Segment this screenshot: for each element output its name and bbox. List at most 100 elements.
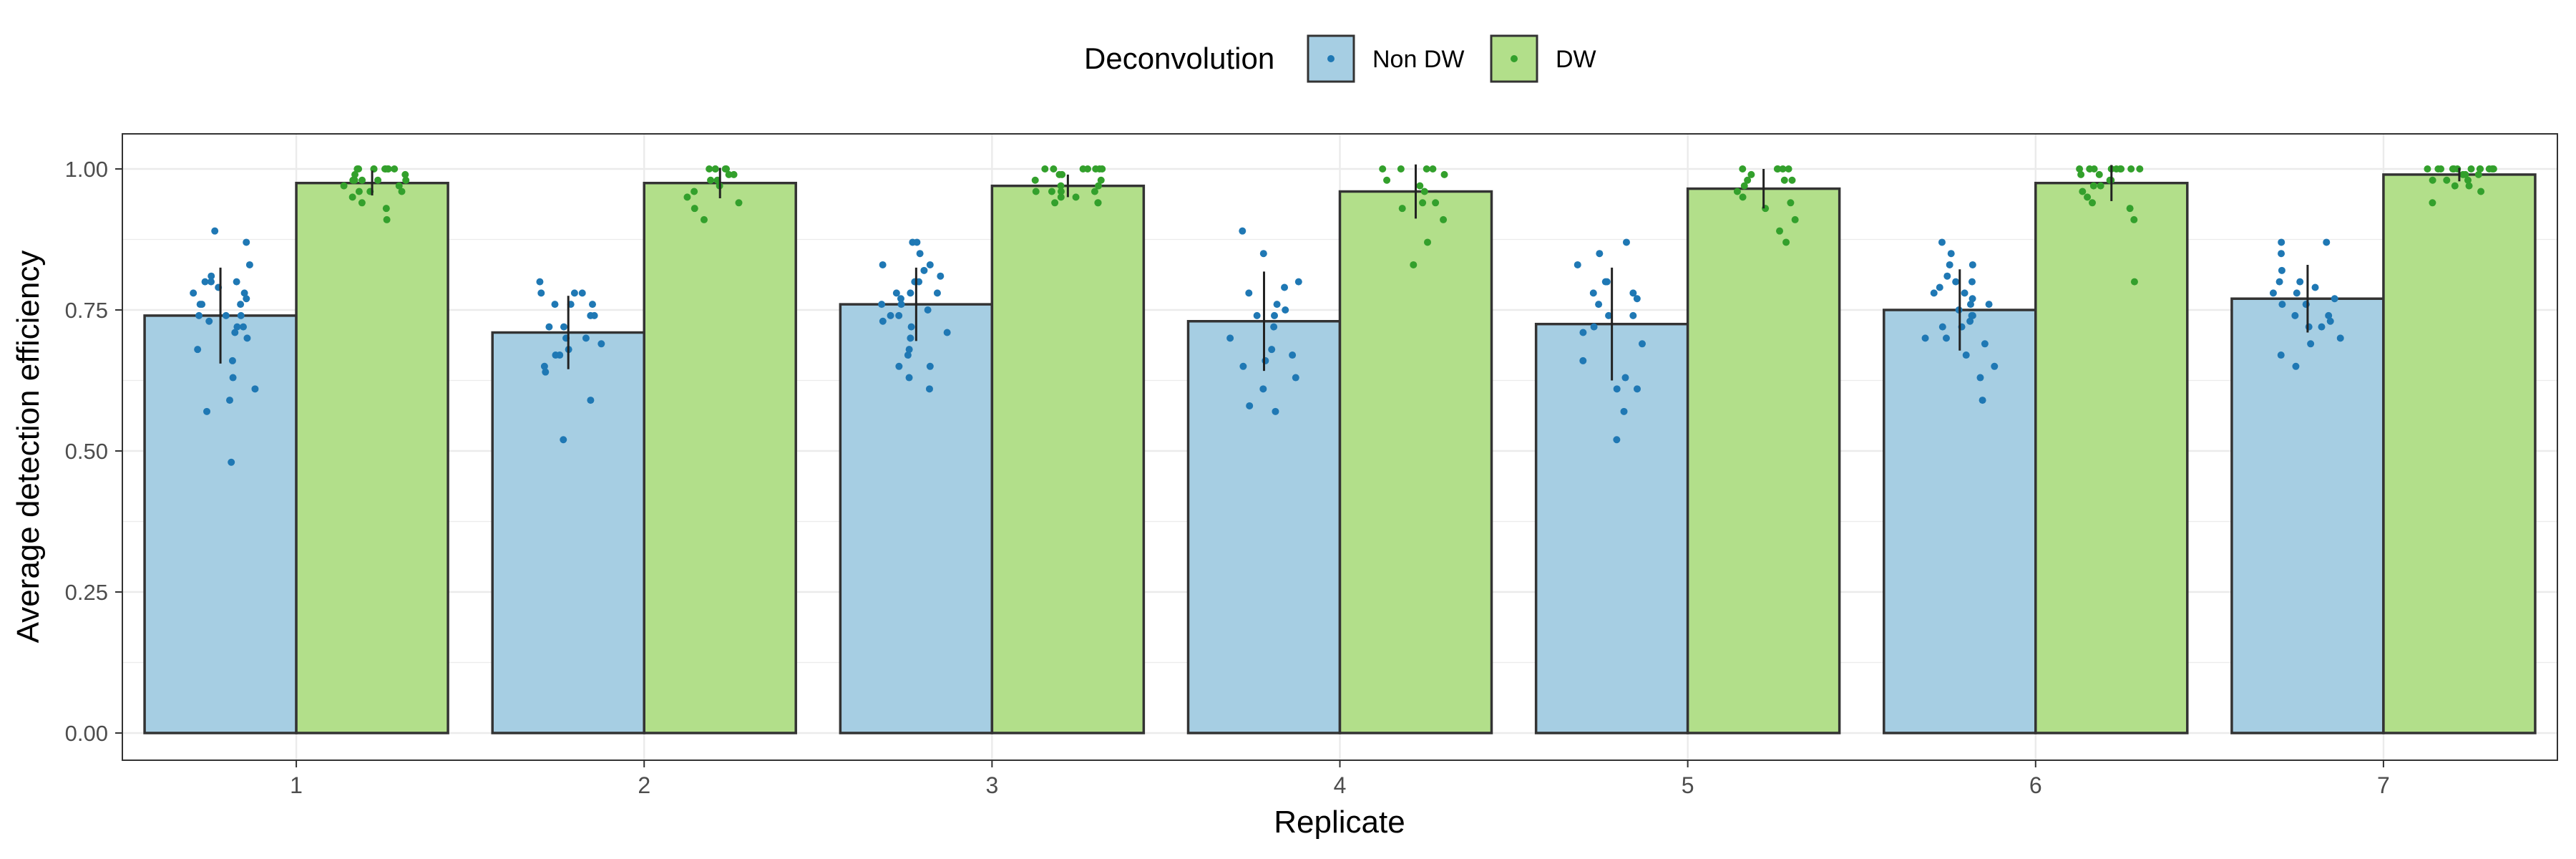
data-point (2488, 165, 2496, 173)
data-point (2467, 165, 2475, 173)
data-point (2443, 176, 2451, 184)
data-point (897, 295, 904, 303)
data-point (711, 165, 719, 173)
data-point (1981, 340, 1989, 348)
data-point (578, 289, 586, 297)
data-point (201, 278, 209, 286)
data-point (358, 176, 366, 184)
data-point (1596, 250, 1604, 258)
data-point (537, 289, 545, 297)
data-point (1057, 193, 1065, 201)
data-point (1282, 306, 1289, 314)
data-point (1397, 165, 1405, 173)
data-point (1419, 199, 1427, 207)
data-point (1239, 362, 1247, 370)
data-point (240, 323, 248, 331)
legend-label-dw: DW (1556, 46, 1596, 73)
data-point (391, 165, 399, 173)
data-point (2311, 283, 2319, 291)
data-point (1259, 385, 1267, 393)
bar-non-dw-3 (839, 303, 994, 734)
data-point (2464, 176, 2472, 184)
data-point (2307, 340, 2315, 348)
data-point (895, 362, 903, 370)
data-point (878, 301, 886, 309)
data-point (1095, 182, 1103, 190)
data-point (195, 311, 203, 319)
data-point (2089, 199, 2097, 207)
data-point (926, 362, 934, 370)
data-point (905, 374, 913, 382)
data-point (225, 397, 233, 404)
data-point (1946, 261, 1953, 268)
data-point (358, 199, 366, 207)
data-point (243, 295, 250, 303)
data-point (540, 362, 548, 370)
y-axis: 0.00 0.25 0.50 0.75 1.00 (65, 157, 122, 746)
bar-dw-4 (1338, 190, 1493, 734)
data-point (1048, 188, 1055, 195)
legend: Deconvolution Non DW DW (1084, 34, 1596, 83)
data-point (1921, 334, 1929, 342)
data-point (208, 272, 215, 280)
data-point (243, 238, 250, 246)
data-point (1930, 289, 1938, 297)
data-point (2326, 317, 2334, 325)
data-point (351, 170, 359, 178)
data-point (1620, 407, 1628, 415)
legend-key-non-dw (1307, 34, 1355, 83)
data-point (545, 323, 553, 331)
data-point (907, 289, 914, 297)
data-point (1952, 278, 1960, 286)
data-point (570, 289, 578, 297)
data-point (374, 176, 382, 184)
bar-dw-1 (295, 181, 449, 734)
data-point (1072, 193, 1080, 201)
data-point (560, 436, 567, 444)
data-point (2130, 278, 2138, 286)
data-point (245, 261, 253, 268)
data-point (1791, 215, 1799, 223)
data-point (730, 170, 738, 178)
data-point (925, 385, 933, 393)
data-point (1740, 182, 1748, 190)
data-point (1633, 295, 1641, 303)
data-point (353, 165, 361, 173)
data-point (1966, 301, 1974, 309)
data-point (582, 334, 590, 342)
data-point (1739, 193, 1747, 201)
data-point (2112, 165, 2120, 173)
data-point (1440, 170, 1448, 178)
error-bars (219, 164, 2461, 381)
data-point (1782, 238, 1790, 246)
data-point (1605, 311, 1613, 319)
data-point (211, 227, 219, 235)
data-point (1097, 176, 1105, 184)
data-point (251, 385, 259, 393)
y-tick-label: 0.50 (65, 439, 108, 464)
data-point (707, 176, 715, 184)
data-point (1226, 334, 1234, 342)
data-point (905, 346, 913, 354)
data-point (1057, 182, 1065, 190)
data-point (228, 356, 236, 364)
data-point (1253, 311, 1261, 319)
data-point (542, 368, 550, 376)
data-point (536, 278, 544, 286)
y-axis-title: Average detection efficiency (11, 251, 46, 644)
legend-label-non-dw: Non DW (1372, 46, 1464, 73)
data-point (1633, 385, 1641, 393)
bar-dw-3 (990, 184, 1146, 734)
data-point (1289, 351, 1297, 359)
data-point (205, 317, 213, 325)
data-point (1246, 402, 1254, 409)
data-point (1961, 289, 1968, 297)
data-point (2130, 215, 2138, 223)
data-point (700, 215, 708, 223)
data-point (1440, 215, 1448, 223)
data-point (383, 215, 391, 223)
data-point (2278, 266, 2285, 274)
data-point (1271, 311, 1279, 319)
data-point (2292, 362, 2300, 370)
